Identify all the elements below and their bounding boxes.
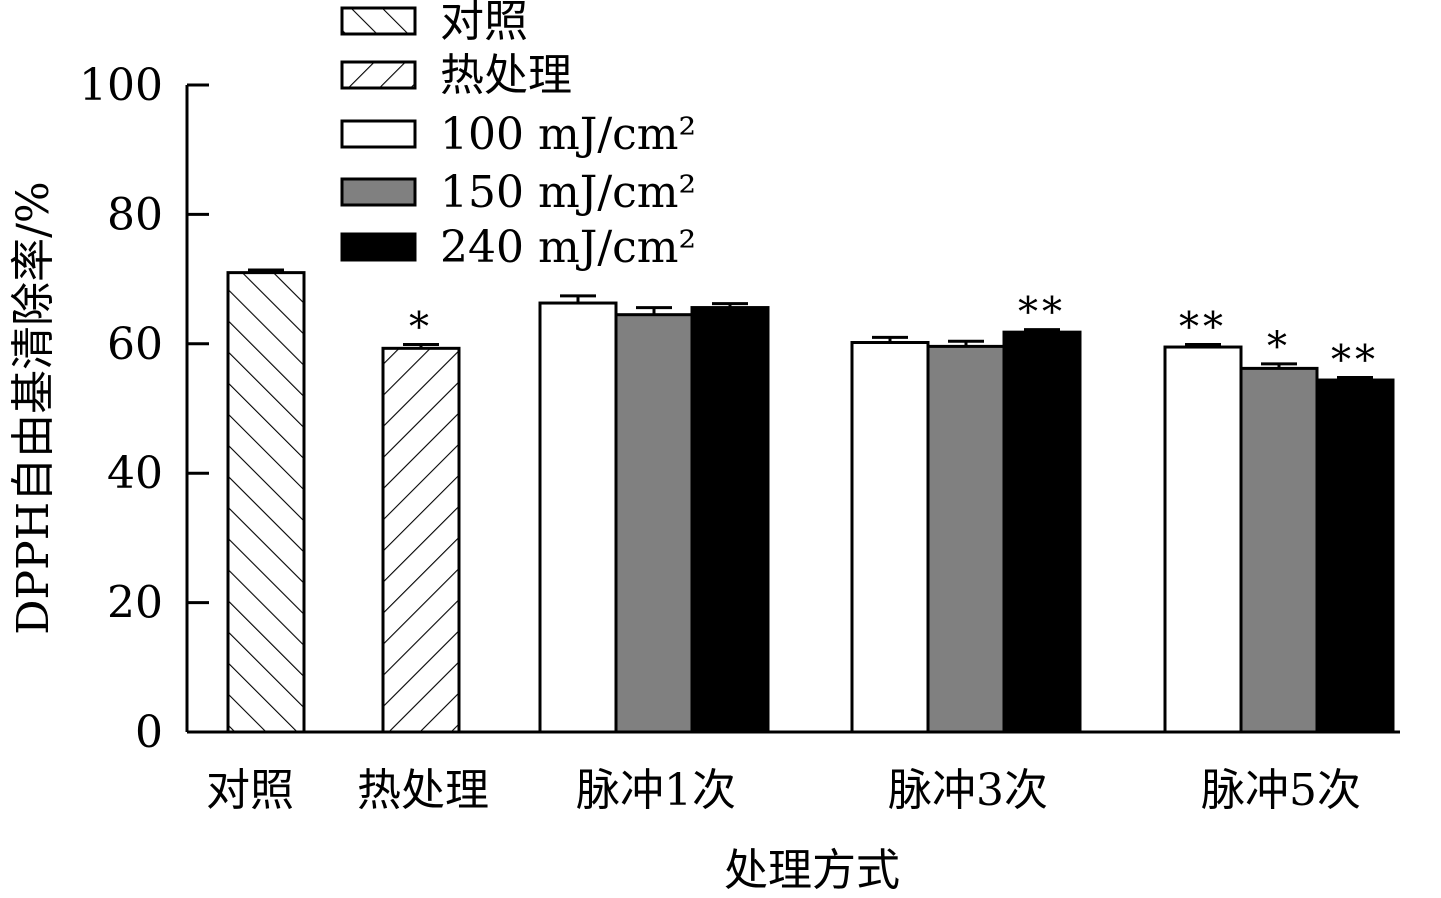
bar — [538, 301, 618, 734]
legend-label: 100 mJ/cm² — [440, 109, 696, 160]
significance-marker: ** — [1179, 304, 1227, 350]
legend-swatch — [340, 232, 417, 262]
bar — [1315, 378, 1395, 734]
x-category-label: 脉冲5次 — [1201, 765, 1361, 816]
legend-swatch — [340, 6, 417, 36]
legend-label: 对照 — [440, 0, 528, 47]
legend-swatch — [340, 60, 417, 90]
bar — [926, 344, 1006, 734]
legend-label: 热处理 — [440, 50, 572, 101]
bar — [1002, 330, 1082, 734]
bar — [1163, 345, 1243, 734]
y-tick-label: 20 — [107, 578, 163, 629]
y-axis-title: DPPH自由基清除率/% — [8, 181, 59, 635]
x-category-label: 热处理 — [357, 765, 489, 816]
significance-marker: * — [409, 304, 433, 350]
legend-label: 150 mJ/cm² — [440, 167, 696, 218]
bars — [226, 268, 1395, 734]
bar — [850, 341, 930, 734]
legend-swatch — [340, 177, 417, 207]
bar — [381, 346, 461, 734]
x-axis-title: 处理方式 — [724, 845, 900, 896]
labels: 0 20 40 60 80 100 处理方式 DPPH自由基清除率/% 对照 热处理 * 脉冲1次 脉冲… — [8, 60, 1379, 896]
x-category-label: 脉冲3次 — [888, 765, 1048, 816]
y-tick-label: 0 — [135, 707, 163, 758]
x-category-label: 脉冲1次 — [576, 765, 736, 816]
y-tick-label: 100 — [79, 60, 163, 111]
legend-label: 240 mJ/cm² — [440, 222, 696, 273]
significance-marker: ** — [1018, 290, 1066, 336]
bar — [690, 306, 770, 734]
significance-marker: ** — [1331, 337, 1379, 383]
y-tick-label: 80 — [107, 189, 163, 240]
bar — [226, 271, 306, 734]
y-tick-label: 40 — [107, 448, 163, 499]
significance-marker: * — [1267, 324, 1291, 370]
bar — [614, 313, 694, 734]
x-category-label: 对照 — [206, 765, 294, 816]
bar — [1239, 366, 1319, 734]
legend-swatch — [340, 119, 417, 149]
y-tick-label: 60 — [107, 319, 163, 370]
